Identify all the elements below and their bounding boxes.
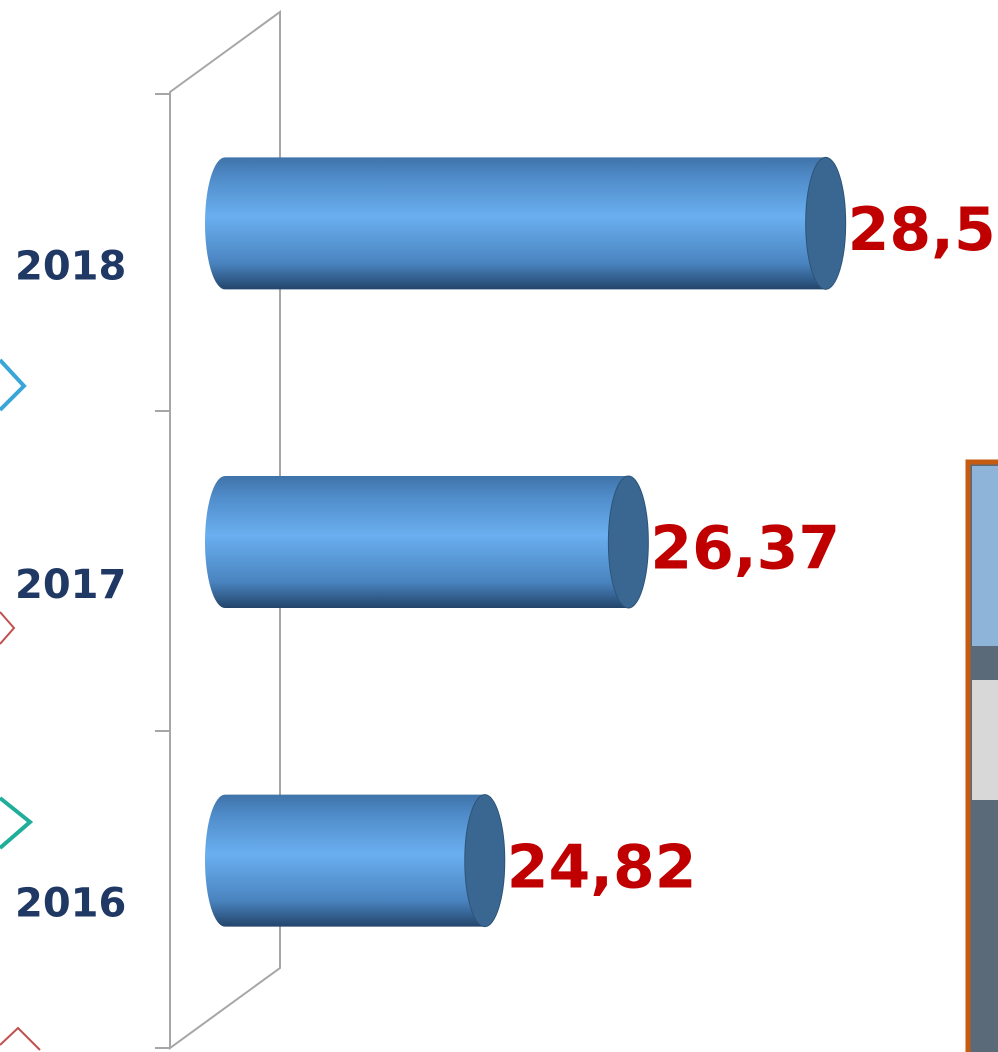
value-label: 26,37 [650,514,840,584]
category-ticks [155,94,170,1048]
decor-diamond [0,798,30,848]
chart: 2018 28,5 2017 26,37 2016 24,82 [0,0,998,1052]
decor-diamond [0,1028,40,1050]
cylinder-cap [608,476,648,608]
decor-diamond [0,360,24,410]
bar [205,795,505,927]
cylinder-cap [465,795,505,927]
bar [205,476,648,608]
cylinder-body [205,795,485,927]
y-tick-label: 2017 [15,562,126,608]
cylinder-body [205,157,826,289]
photo-sky [972,466,998,646]
value-label: 24,82 [507,832,697,902]
photo-house [972,680,998,800]
y-tick-label: 2016 [15,881,126,927]
cylinder-body [205,476,628,608]
bar [205,157,846,289]
value-label: 28,5 [848,195,996,265]
page: {"chart_data": {"type": "bar", "orientat… [0,0,998,1052]
cylinder-cap [806,157,846,289]
y-tick-label: 2018 [15,243,126,289]
decor-diamond [0,612,14,644]
